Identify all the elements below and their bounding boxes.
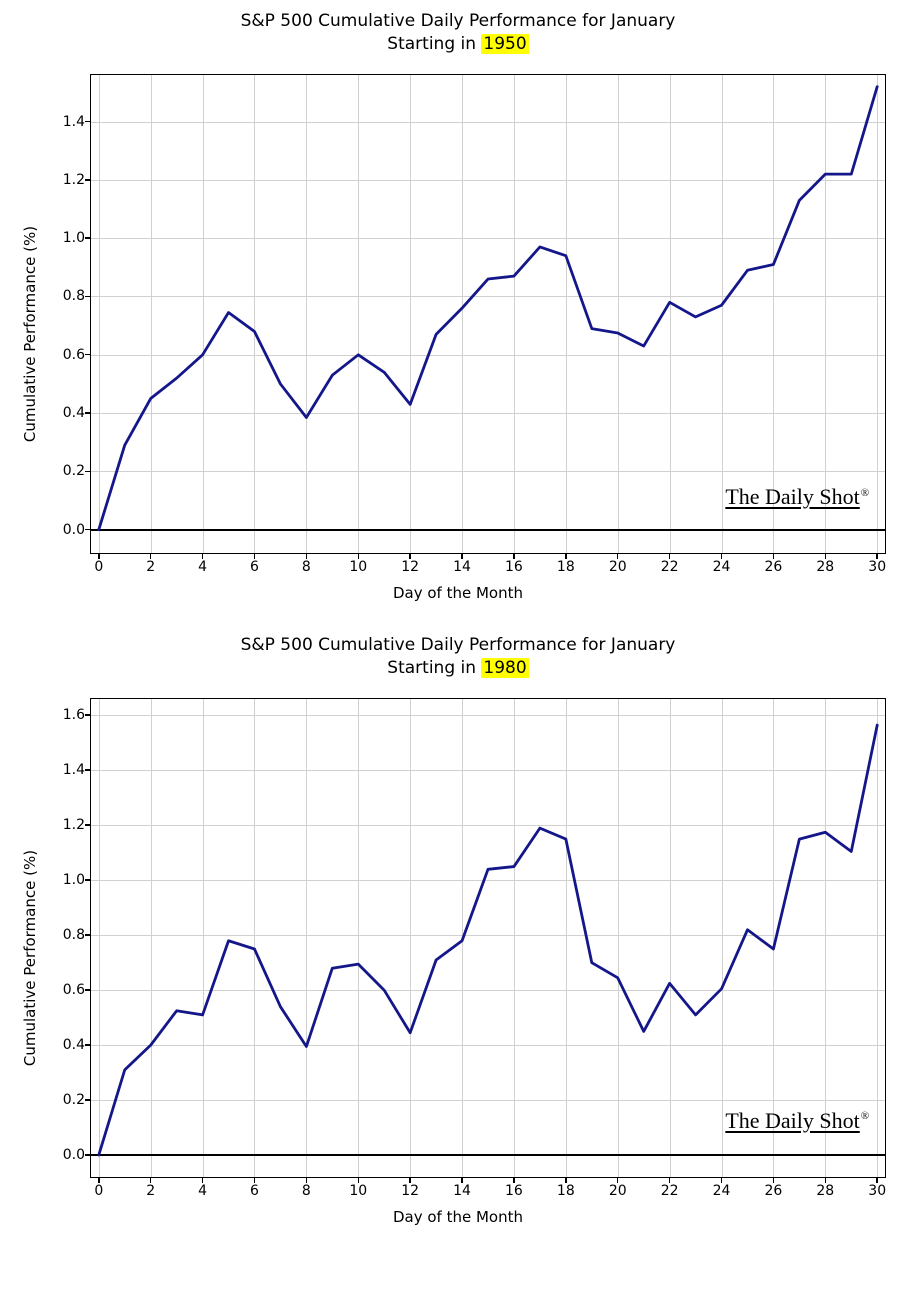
y-tick-label: 1.6 xyxy=(63,707,85,723)
x-tick-label: 0 xyxy=(94,1183,103,1199)
title-highlight: 1950 xyxy=(481,34,528,54)
x-tick-label: 6 xyxy=(250,1183,259,1199)
x-tick-label: 30 xyxy=(868,559,886,575)
title-highlight: 1980 xyxy=(481,658,528,678)
y-tick-label: 1.0 xyxy=(63,230,85,246)
x-tick-label: 2 xyxy=(146,559,155,575)
y-tick-label: 0.6 xyxy=(63,982,85,998)
x-tick-label: 8 xyxy=(302,1183,311,1199)
x-tick-label: 2 xyxy=(146,1183,155,1199)
x-axis-label: Day of the Month xyxy=(393,584,523,602)
y-axis-label: Cumulative Performance (%) xyxy=(21,850,39,1066)
x-tick-label: 28 xyxy=(816,1183,834,1199)
x-tick-label: 10 xyxy=(349,559,367,575)
line-plot xyxy=(91,699,885,1177)
y-tick-label: 1.2 xyxy=(63,172,85,188)
x-tick-label: 8 xyxy=(302,559,311,575)
title-line2-prefix: Starting in xyxy=(387,658,481,678)
title-line1: S&P 500 Cumulative Daily Performance for… xyxy=(241,635,676,655)
y-tick-label: 0.0 xyxy=(63,522,85,538)
y-tick-label: 0.8 xyxy=(63,288,85,304)
x-tick-label: 18 xyxy=(557,559,575,575)
title-line1: S&P 500 Cumulative Daily Performance for… xyxy=(241,11,676,31)
x-tick-label: 14 xyxy=(453,1183,471,1199)
x-tick-label: 20 xyxy=(609,1183,627,1199)
chart-title: S&P 500 Cumulative Daily Performance for… xyxy=(10,10,906,56)
x-tick-label: 22 xyxy=(661,1183,679,1199)
chart-panel-1980: S&P 500 Cumulative Daily Performance for… xyxy=(10,634,906,1228)
plot-area: 0.00.20.40.60.81.01.21.41.60246810121416… xyxy=(90,698,886,1178)
y-tick-label: 0.4 xyxy=(63,405,85,421)
watermark: The Daily Shot xyxy=(725,1108,869,1134)
x-tick-label: 12 xyxy=(401,559,419,575)
y-tick-label: 0.0 xyxy=(63,1147,85,1163)
x-tick-label: 16 xyxy=(505,559,523,575)
x-tick-label: 12 xyxy=(401,1183,419,1199)
x-tick-label: 4 xyxy=(198,559,207,575)
chart-title: S&P 500 Cumulative Daily Performance for… xyxy=(10,634,906,680)
x-tick-label: 10 xyxy=(349,1183,367,1199)
y-tick-label: 0.6 xyxy=(63,347,85,363)
x-tick-label: 14 xyxy=(453,559,471,575)
x-tick-label: 26 xyxy=(765,559,783,575)
y-tick-label: 0.2 xyxy=(63,1092,85,1108)
x-tick-label: 24 xyxy=(713,559,731,575)
y-tick-label: 1.4 xyxy=(63,762,85,778)
chart-container: Cumulative Performance (%) Day of the Mo… xyxy=(10,688,906,1228)
x-tick-label: 24 xyxy=(713,1183,731,1199)
x-tick-label: 20 xyxy=(609,559,627,575)
chart-container: Cumulative Performance (%) Day of the Mo… xyxy=(10,64,906,604)
x-tick-label: 22 xyxy=(661,559,679,575)
line-plot xyxy=(91,75,885,553)
x-tick-label: 18 xyxy=(557,1183,575,1199)
title-line2-prefix: Starting in xyxy=(387,34,481,54)
x-axis-label: Day of the Month xyxy=(393,1208,523,1226)
y-tick-label: 0.4 xyxy=(63,1037,85,1053)
y-tick-label: 0.2 xyxy=(63,463,85,479)
plot-area: 0.00.20.40.60.81.01.21.40246810121416182… xyxy=(90,74,886,554)
x-tick-label: 0 xyxy=(94,559,103,575)
x-tick-label: 16 xyxy=(505,1183,523,1199)
x-tick-label: 4 xyxy=(198,1183,207,1199)
x-tick-label: 26 xyxy=(765,1183,783,1199)
chart-panel-1950: S&P 500 Cumulative Daily Performance for… xyxy=(10,10,906,604)
x-tick-label: 30 xyxy=(868,1183,886,1199)
y-tick-label: 1.0 xyxy=(63,872,85,888)
y-tick-label: 1.2 xyxy=(63,817,85,833)
y-tick-label: 0.8 xyxy=(63,927,85,943)
y-axis-label: Cumulative Performance (%) xyxy=(21,226,39,442)
watermark: The Daily Shot xyxy=(725,484,869,510)
x-tick-label: 6 xyxy=(250,559,259,575)
x-tick-label: 28 xyxy=(816,559,834,575)
y-tick-label: 1.4 xyxy=(63,114,85,130)
